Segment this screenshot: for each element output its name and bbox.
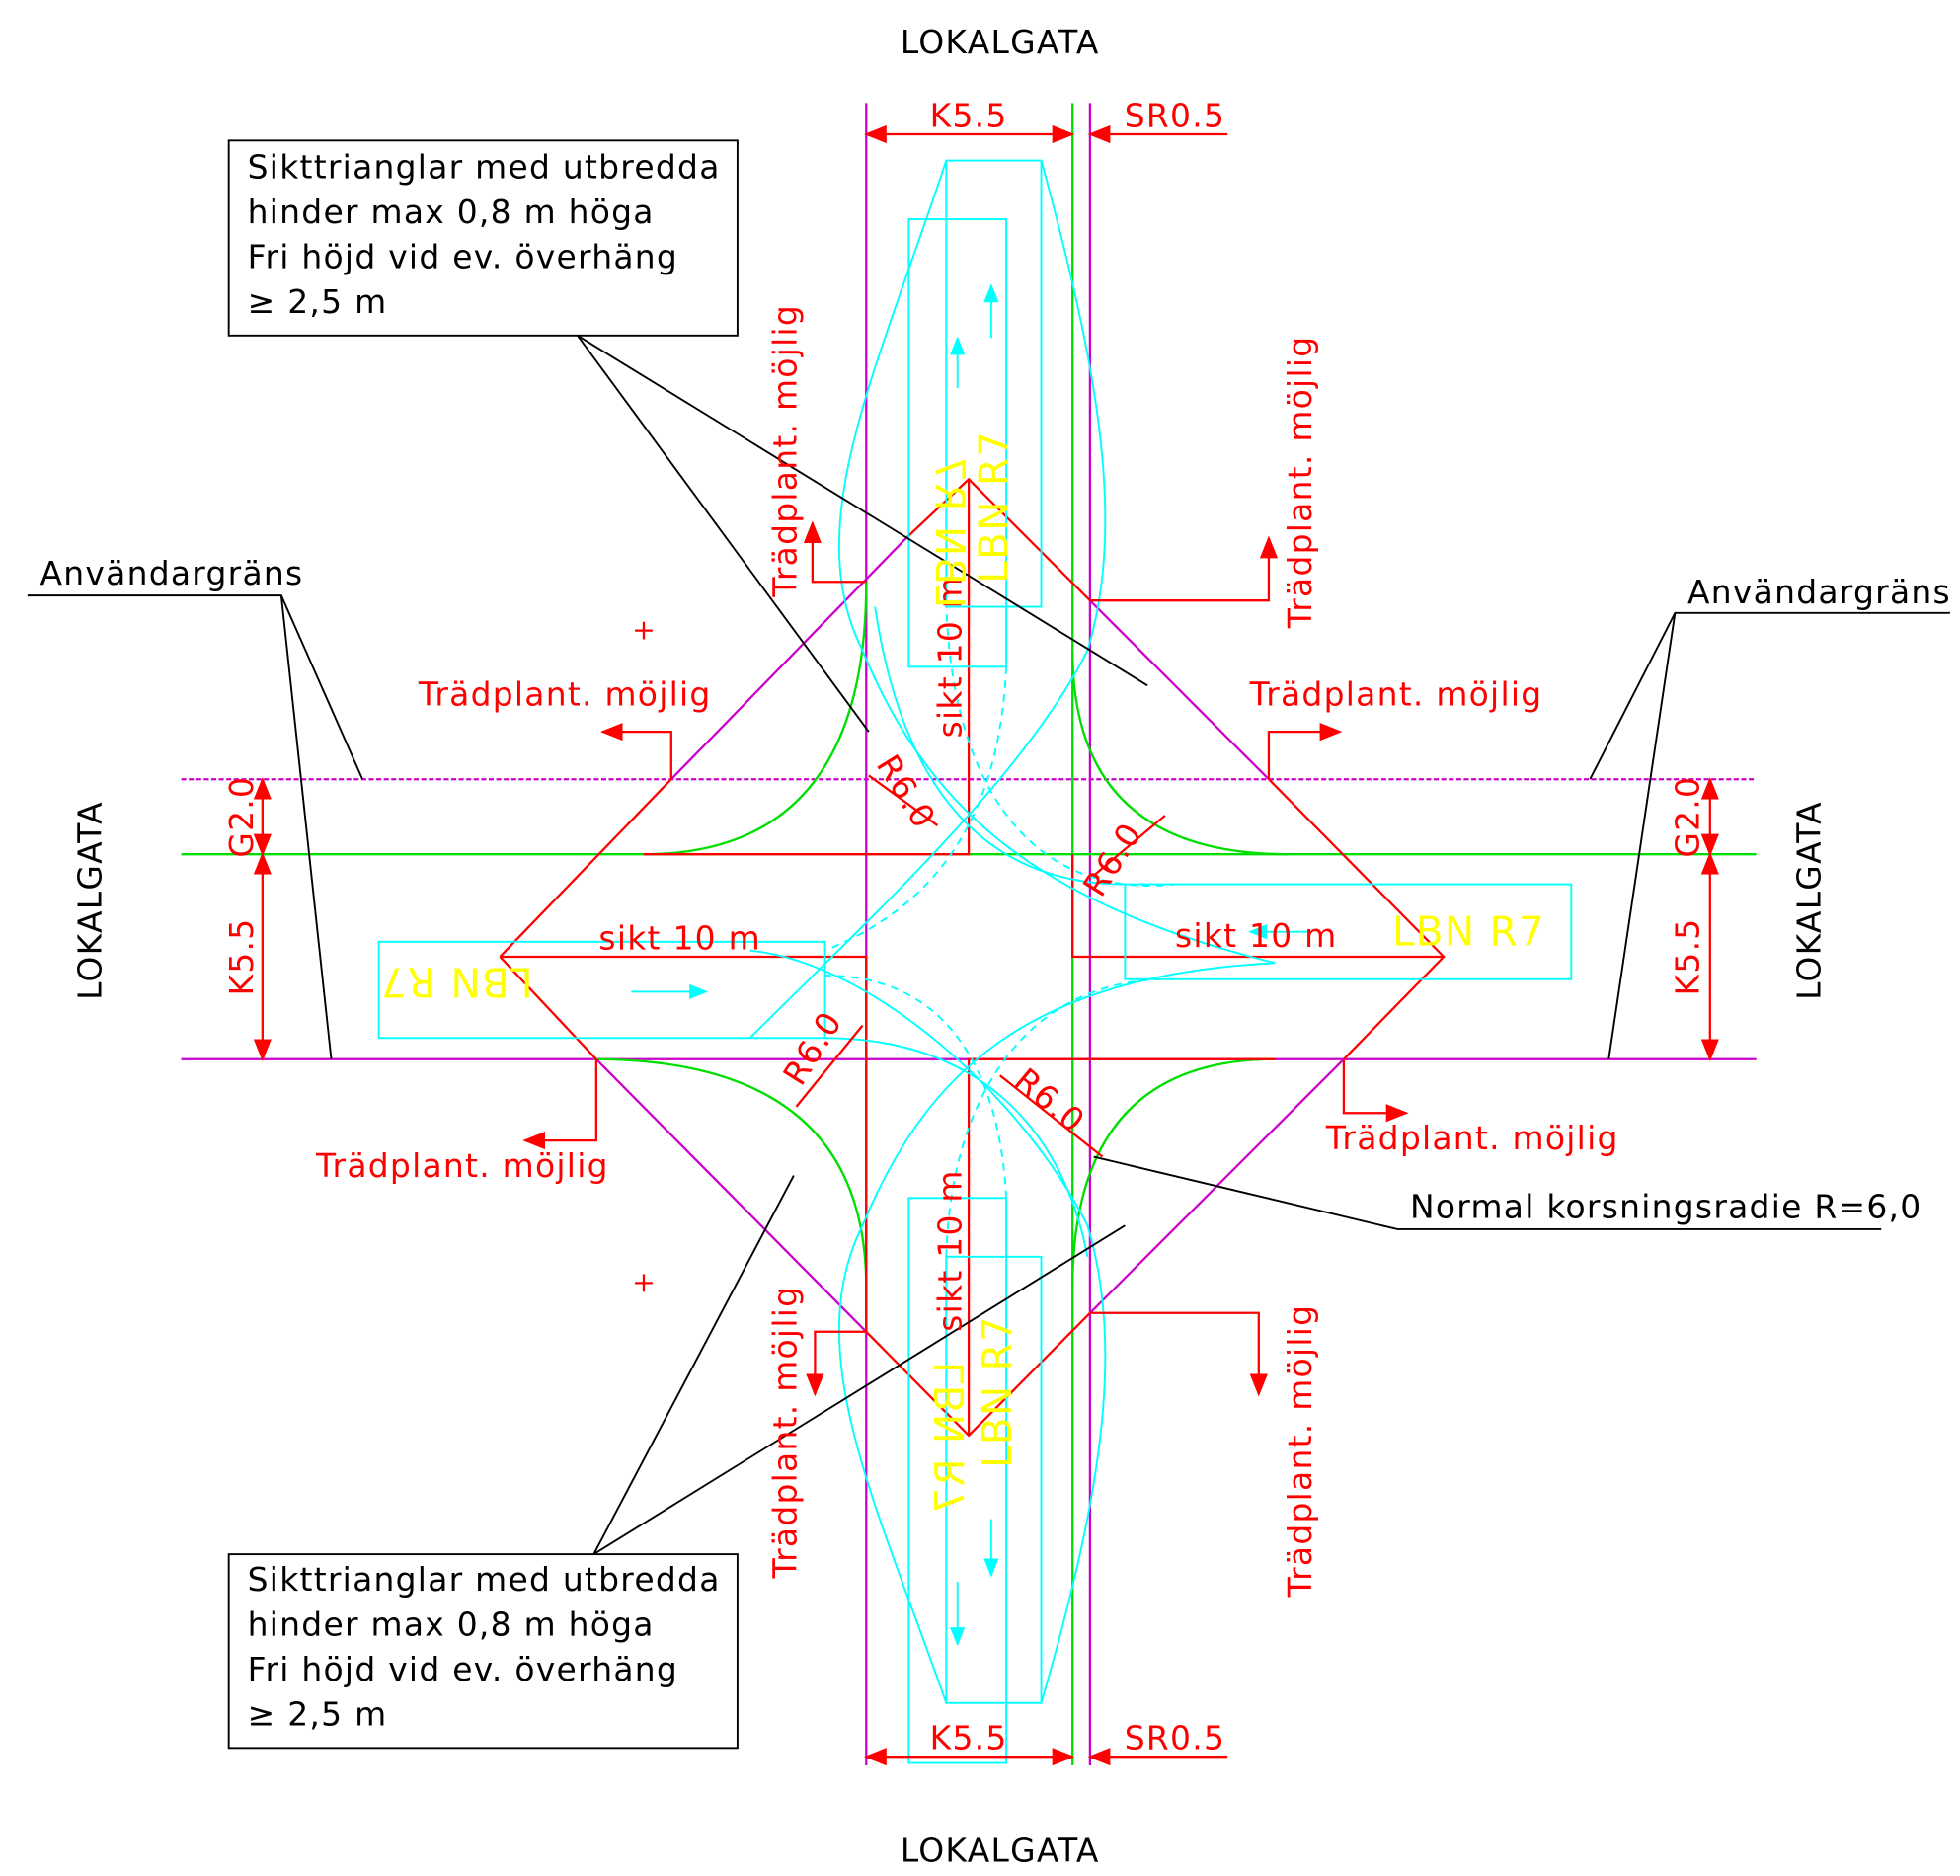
vehicle-label: LBN R7 <box>1392 908 1545 956</box>
vehicle-label: LBN R7 <box>926 1362 974 1515</box>
tree-label: Trädplant. möjlig <box>418 675 712 714</box>
note-line: Sikttrianglar med utbredda <box>248 147 721 186</box>
tree-label: Trädplant. möjlig <box>315 1146 609 1185</box>
note-line: hinder max 0,8 m höga <box>248 193 655 231</box>
note-line: Sikttrianglar med utbredda <box>248 1560 721 1599</box>
tree-label: Trädplant. möjlig <box>1281 1304 1319 1599</box>
sight-label: sikt 10 m <box>598 918 761 957</box>
street-label: LOKALGATA <box>901 23 1100 61</box>
radius-label: R6.0 <box>1075 816 1150 903</box>
vehicles <box>379 161 1572 1763</box>
intersection-drawing: LOKALGATA LOKALGATA LOKALGATA LOKALGATA … <box>0 0 1960 1876</box>
vehicle-label: LBN R7 <box>380 958 533 1005</box>
street-label: LOKALGATA <box>71 801 110 1000</box>
vehicle-label: LBN R7 <box>974 1315 1021 1468</box>
radius-label: R6.0 <box>775 1004 850 1092</box>
dimension-label: G2.0 <box>222 776 261 858</box>
boundary-label: Användargräns <box>1687 573 1951 611</box>
street-label: LOKALGATA <box>1789 801 1828 1000</box>
dimension-label: K5.5 <box>222 917 261 995</box>
tree-label: Trädplant. möjlig <box>766 1286 805 1580</box>
vehicle-label: LBN R7 <box>926 455 974 608</box>
dimension-label: SR0.5 <box>1125 1719 1225 1758</box>
dimension-label: K5.5 <box>930 97 1008 135</box>
tree-label: Trädplant. möjlig <box>1249 675 1543 714</box>
note-line: ≥ 2,5 m <box>248 1695 388 1734</box>
tree-label: Trädplant. möjlig <box>766 304 805 598</box>
note-line: hinder max 0,8 m höga <box>248 1605 655 1644</box>
note-line: Fri höjd vid ev. överhäng <box>248 1650 678 1688</box>
note-line: Fri höjd vid ev. överhäng <box>248 238 678 276</box>
radius-label: R6.0 <box>1007 1060 1093 1140</box>
dimension-label: SR0.5 <box>1125 97 1225 135</box>
tree-label: Trädplant. möjlig <box>1281 336 1319 630</box>
dimension-label: G2.0 <box>1669 776 1707 858</box>
dimension-label: K5.5 <box>930 1719 1008 1758</box>
boundary-label: Användargräns <box>40 554 304 592</box>
vehicle-label: LBN R7 <box>970 430 1017 584</box>
leaders <box>28 140 1950 1748</box>
dimension-label: K5.5 <box>1669 917 1707 995</box>
radius-note: Normal korsningsradie R=6,0 <box>1410 1188 1921 1226</box>
sight-label: sikt 10 m <box>931 1169 970 1332</box>
tree-label: Trädplant. möjlig <box>1325 1119 1619 1157</box>
street-label: LOKALGATA <box>901 1832 1100 1870</box>
sight-label: sikt 10 m <box>1175 916 1337 955</box>
note-line: ≥ 2,5 m <box>248 282 388 321</box>
